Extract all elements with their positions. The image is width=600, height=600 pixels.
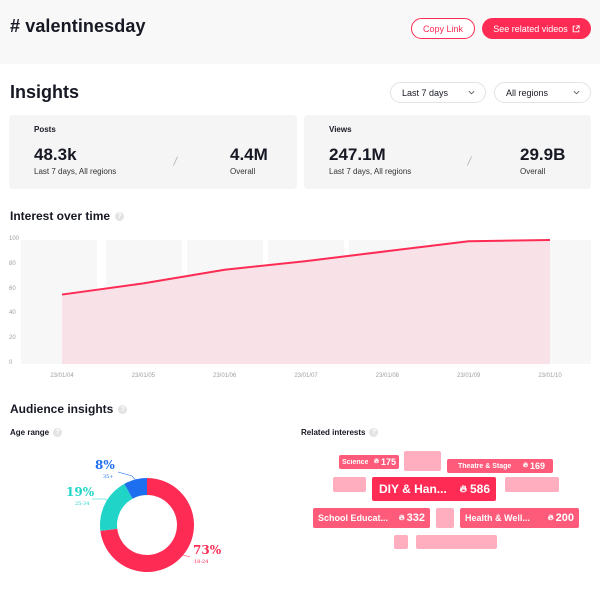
chevron-down-icon (468, 90, 475, 95)
donut-segment (100, 483, 133, 531)
y-tick-label: 100 (9, 236, 20, 242)
x-tick-label: 23/01/06 (212, 373, 237, 379)
y-tick-label: 0 (9, 360, 13, 366)
donut-chart (92, 471, 195, 572)
interest-tag-placeholder (436, 508, 454, 528)
interest-tag-placeholder (333, 477, 366, 492)
region-select[interactable]: All regions (494, 82, 591, 103)
interest-tag-diy-handcraft[interactable]: DIY & Han... 🔥︎ 586 (372, 477, 496, 501)
stat-overall-caption: Overall (520, 167, 546, 176)
question-circle-icon[interactable]: ? (53, 428, 63, 437)
stat-overall-caption: Overall (230, 167, 256, 176)
donut-segment (124, 478, 147, 499)
fire-icon: 🔥︎ (547, 513, 554, 522)
audience-insights-label: Audience insights (10, 402, 114, 416)
interest-over-time-chart: 100 80 60 40 20 0 23/01/04 23/01/05 23/01/06 23/… (0, 232, 600, 392)
views-stat-card: Views 247.1M Last 7 days, All regions 29… (304, 115, 591, 189)
interest-name: Health & Well... (465, 513, 530, 523)
interest-tag-placeholder (394, 535, 408, 549)
interest-name: School Educat... (318, 513, 389, 523)
insights-title: Insights (10, 82, 80, 102)
segment-18-24-label: 18-24 (194, 559, 209, 565)
interest-name: DIY & Han... (379, 482, 447, 496)
region-select-value: All regions (506, 87, 549, 98)
page-header: # valentinesday Copy Link See related vi… (0, 0, 600, 64)
interest-tag-science[interactable]: Science 🔥︎ 175 (339, 455, 399, 469)
interest-count: 175 (380, 457, 396, 467)
period-select-value: Last 7 days (402, 87, 449, 98)
copy-link-label: Copy Link (422, 23, 464, 34)
segment-25-34-pct: 19% (66, 485, 95, 499)
stat-overall-value: 4.4M (230, 145, 268, 164)
interest-tag-placeholder (404, 451, 441, 471)
area-chart (21, 239, 591, 364)
interest-tag-placeholder (416, 535, 497, 549)
y-tick-label: 60 (9, 285, 16, 292)
y-tick-label: 80 (9, 260, 16, 267)
x-tick-label: 23/01/04 (50, 373, 74, 379)
see-related-videos-label: See related videos (493, 23, 568, 34)
interest-name: Theatre & Stage (458, 462, 512, 470)
interest-tag-placeholder (505, 477, 559, 492)
interest-count: 169 (529, 461, 545, 471)
segment-35plus-label: 35+ (103, 474, 114, 480)
fire-icon: 🔥︎ (398, 513, 405, 522)
fire-icon: 🔥︎ (373, 458, 379, 465)
interest-tag-school-education[interactable]: School Educat... 🔥︎ 332 (313, 508, 430, 528)
question-circle-icon[interactable]: ? (115, 211, 125, 221)
divider (172, 156, 179, 166)
audience-insights-title: Audience insights ? (10, 402, 128, 416)
stat-label: Posts (34, 125, 56, 134)
x-tick-label: 23/01/07 (294, 373, 318, 379)
fire-icon: 🔥︎ (522, 462, 528, 469)
question-circle-icon[interactable]: ? (369, 428, 379, 437)
interest-over-time-label: Interest over time (10, 209, 111, 223)
stat-value-caption: Last 7 days, All regions (329, 167, 412, 176)
period-select[interactable]: Last 7 days (390, 82, 486, 103)
interest-over-time-title: Interest over time ? (10, 209, 125, 223)
stat-overall-value: 29.9B (520, 145, 566, 164)
related-interests-title: Related interests ? (301, 428, 379, 437)
external-link-icon (572, 24, 580, 32)
fire-icon: 🔥︎ (459, 483, 467, 495)
copy-link-button[interactable]: Copy Link (411, 18, 475, 39)
y-tick-label: 20 (9, 335, 16, 342)
hashtag-title: # valentinesday (10, 16, 146, 36)
posts-stat-card: Posts 48.3k Last 7 days, All regions 4.4… (9, 115, 297, 189)
stat-value: 247.1M (329, 145, 386, 164)
interest-tag-theatre-stage[interactable]: Theatre & Stage 🔥︎ 169 (447, 459, 553, 473)
divider (466, 156, 473, 166)
donut-segment (100, 478, 195, 572)
stat-value-caption: Last 7 days, All regions (34, 167, 117, 176)
x-tick-label: 23/01/09 (456, 373, 481, 379)
interest-count: 586 (469, 482, 490, 496)
age-range-label: Age range (10, 428, 50, 437)
interest-count: 332 (406, 512, 425, 524)
interest-count: 200 (555, 512, 574, 524)
related-interests-label: Related interests (301, 428, 366, 437)
segment-18-24-pct: 73% (193, 543, 222, 557)
x-tick-label: 23/01/05 (131, 373, 156, 379)
question-circle-icon[interactable]: ? (118, 404, 128, 414)
segment-25-34-label: 25-34 (75, 501, 90, 507)
y-tick-label: 40 (9, 310, 16, 317)
stat-label: Views (329, 125, 352, 134)
chevron-down-icon (573, 90, 580, 95)
stat-value: 48.3k (34, 145, 77, 164)
x-tick-label: 23/01/10 (538, 373, 562, 379)
x-tick-label: 23/01/08 (375, 373, 400, 379)
interest-name: Science (342, 458, 369, 466)
see-related-videos-button[interactable]: See related videos (482, 18, 591, 39)
age-range-title: Age range ? (10, 428, 63, 437)
segment-35plus-pct: 8% (95, 458, 115, 472)
interest-tag-health-wellness[interactable]: Health & Well... 🔥︎ 200 (460, 508, 579, 528)
age-range-donut-chart: 8% 35+ 19% 25-34 73% 18-24 (50, 450, 250, 580)
